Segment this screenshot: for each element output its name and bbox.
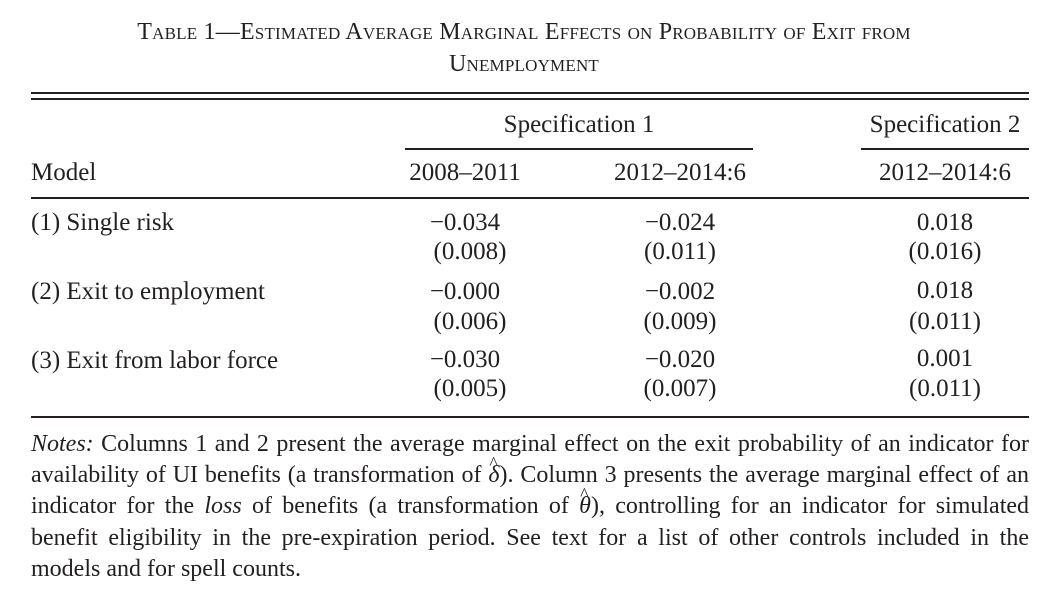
row2-col3-se: (0.011) — [909, 308, 981, 335]
row3-col1-se: (0.005) — [433, 375, 507, 402]
row2-col2-se: (0.009) — [643, 308, 717, 335]
row3-col3-se: (0.011) — [909, 375, 981, 402]
row1-col2-se: (0.011) — [644, 238, 716, 265]
top-double-rule-lower — [31, 98, 1029, 100]
notes-text-4: ), controlling for an indicator for simu… — [31, 493, 1030, 582]
spec1-underline — [405, 148, 753, 150]
column-header-2: 2012–2014:6 — [614, 159, 746, 186]
header-rule — [31, 197, 1029, 199]
spec2-header: Specification 2 — [869, 111, 1021, 138]
row1-col3-se: (0.016) — [908, 238, 982, 265]
theta-hat-symbol: θ — [579, 479, 591, 522]
model-column-header: Model — [31, 159, 97, 186]
spec2-underline — [861, 148, 1029, 150]
column-header-3: 2012–2014:6 — [879, 159, 1011, 186]
row2-col2-value: −0.002 — [644, 278, 716, 305]
row3-col2-se: (0.007) — [643, 375, 717, 402]
table-title: Table 1—Estimated Average Marginal Effec… — [137, 19, 911, 45]
table-title-continued: Unemployment — [448, 51, 600, 77]
row1-col1-se: (0.008) — [433, 238, 507, 265]
row-label-3: (3) Exit from labor force — [31, 347, 279, 374]
row-label-2: (2) Exit to employment — [31, 278, 265, 305]
column-header-1: 2008–2011 — [409, 159, 521, 186]
row-label-1: (1) Single risk — [31, 209, 175, 236]
row2-col1-se: (0.006) — [433, 308, 507, 335]
notes-label: Notes: — [31, 431, 94, 457]
bottom-rule — [31, 416, 1029, 418]
row1-col3-value: 0.018 — [916, 209, 974, 236]
notes-text-1: Columns 1 and 2 present the average marg… — [31, 431, 1029, 489]
spec1-header: Specification 1 — [503, 111, 655, 138]
table-notes: Notes: Columns 1 and 2 present the avera… — [31, 429, 1029, 585]
row3-col1-value: −0.030 — [429, 346, 501, 373]
row3-col3-value: 0.001 — [916, 345, 974, 372]
row3-col2-value: −0.020 — [644, 346, 716, 373]
row2-col3-value: 0.018 — [916, 277, 974, 304]
top-double-rule-upper — [31, 92, 1029, 94]
notes-emphasis-loss: loss — [204, 493, 242, 520]
delta-hat-symbol: δ — [488, 448, 499, 491]
row1-col1-value: −0.034 — [429, 209, 501, 236]
row2-col1-value: −0.000 — [429, 278, 501, 305]
notes-text-3: of benefits (a transformation of — [241, 493, 580, 520]
row1-col2-value: −0.024 — [644, 209, 716, 236]
